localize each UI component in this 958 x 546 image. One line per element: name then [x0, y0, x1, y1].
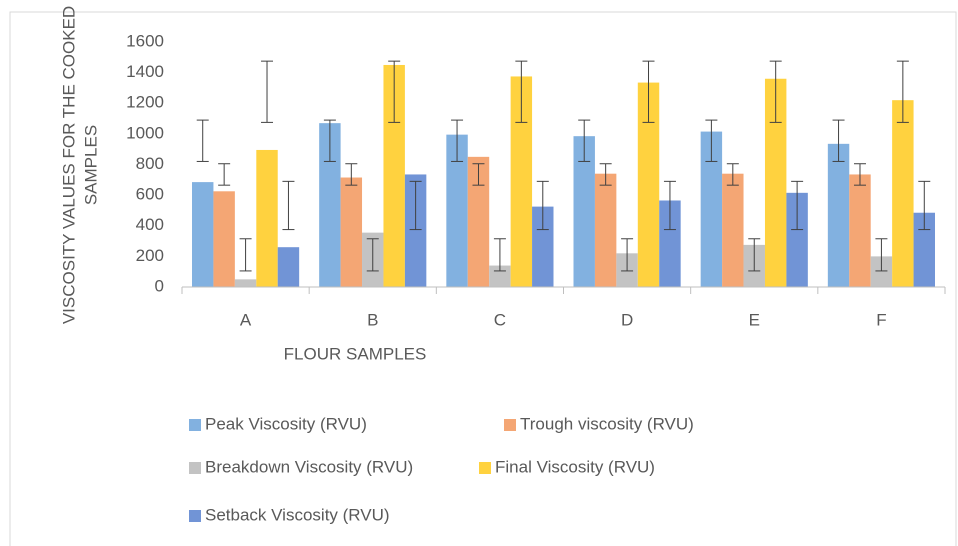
y-tick-label: 800 — [136, 154, 164, 173]
bar — [446, 134, 468, 287]
bar — [892, 100, 914, 287]
y-tick-label: 1600 — [126, 31, 164, 50]
y-tick-label: 200 — [136, 246, 164, 265]
y-tick-label: 1000 — [126, 123, 164, 142]
bar — [192, 182, 214, 287]
y-axis-label-line: SAMPLES — [81, 125, 100, 205]
legend-label: Final Viscosity (RVU) — [495, 457, 655, 476]
x-tick-label: F — [876, 310, 886, 329]
x-tick-label: E — [749, 310, 760, 329]
bar — [234, 279, 257, 287]
bar — [594, 173, 617, 287]
bar — [510, 76, 533, 287]
legend-label: Peak Viscosity (RVU) — [205, 414, 367, 433]
chart-frame — [9, 11, 957, 546]
y-axis-label: VISCOSITY VALUES FOR THE COOKED SAMPLES — [59, 6, 100, 324]
bar — [637, 82, 660, 287]
bar — [827, 143, 850, 287]
bar — [256, 149, 278, 287]
bar — [340, 177, 363, 287]
y-tick-label: 400 — [136, 215, 164, 234]
x-tick-label: D — [621, 310, 633, 329]
y-axis-label-line: VISCOSITY VALUES FOR THE COOKED — [59, 6, 78, 324]
bar — [532, 206, 554, 287]
bar — [786, 192, 808, 287]
bar — [277, 247, 300, 287]
legend-label: Trough viscosity (RVU) — [520, 414, 694, 433]
bar — [849, 174, 871, 287]
bar — [722, 173, 744, 287]
bar — [870, 256, 893, 287]
bar — [659, 200, 681, 287]
x-axis-label: FLOUR SAMPLES — [284, 344, 427, 363]
bar — [467, 156, 490, 287]
y-tick-label: 1200 — [126, 93, 164, 112]
legend-swatch — [504, 419, 516, 431]
legend-swatch — [189, 419, 201, 431]
bar — [319, 123, 341, 287]
legend-label: Breakdown Viscosity (RVU) — [205, 457, 413, 476]
legend-label: Setback Viscosity (RVU) — [205, 505, 390, 524]
x-tick-label: C — [494, 310, 506, 329]
x-tick-label: A — [240, 310, 252, 329]
bar — [764, 78, 787, 287]
bar — [213, 191, 235, 287]
legend-swatch — [189, 510, 201, 522]
bar — [573, 136, 595, 287]
bar — [383, 64, 405, 287]
x-tick-label: B — [367, 310, 378, 329]
bar — [913, 212, 935, 287]
y-tick-label: 600 — [136, 185, 164, 204]
legend-swatch — [189, 462, 201, 474]
bar — [700, 131, 723, 287]
bar — [404, 174, 427, 287]
legend-swatch — [479, 462, 491, 474]
y-tick-label: 0 — [155, 276, 164, 295]
y-tick-label: 1400 — [126, 62, 164, 81]
